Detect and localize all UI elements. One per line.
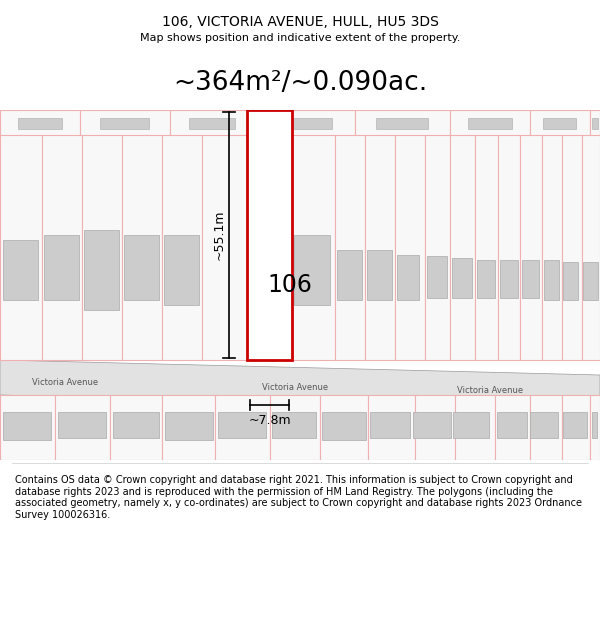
- Bar: [450, 110, 475, 360]
- Text: Victoria Avenue: Victoria Avenue: [32, 378, 98, 387]
- Bar: [370, 412, 410, 438]
- Bar: [58, 412, 106, 438]
- Bar: [3, 412, 51, 440]
- Bar: [247, 110, 292, 360]
- Bar: [497, 412, 527, 438]
- Bar: [277, 118, 332, 129]
- Bar: [367, 250, 392, 300]
- Bar: [582, 110, 600, 360]
- Bar: [44, 235, 79, 300]
- Bar: [592, 412, 597, 438]
- Bar: [337, 250, 362, 300]
- Bar: [583, 262, 598, 300]
- Text: Map shows position and indicative extent of the property.: Map shows position and indicative extent…: [140, 33, 460, 43]
- Bar: [450, 110, 530, 135]
- Bar: [592, 118, 598, 129]
- Bar: [42, 110, 82, 360]
- Bar: [255, 110, 355, 135]
- Bar: [3, 240, 38, 300]
- Bar: [475, 110, 498, 360]
- Text: ~55.1m: ~55.1m: [212, 210, 226, 260]
- Text: Victoria Avenue: Victoria Avenue: [457, 386, 523, 395]
- Text: ~7.8m: ~7.8m: [248, 414, 291, 428]
- Bar: [495, 395, 530, 460]
- Bar: [500, 260, 518, 298]
- Bar: [113, 412, 159, 438]
- Bar: [164, 235, 199, 305]
- Bar: [455, 395, 495, 460]
- Bar: [467, 118, 512, 129]
- Bar: [543, 118, 576, 129]
- Text: 106: 106: [267, 273, 312, 297]
- Bar: [110, 395, 162, 460]
- Bar: [247, 110, 292, 360]
- Bar: [415, 395, 455, 460]
- Bar: [100, 118, 149, 129]
- Bar: [498, 110, 520, 360]
- Bar: [294, 235, 330, 305]
- Bar: [0, 395, 55, 460]
- Bar: [355, 110, 450, 135]
- Bar: [542, 110, 562, 360]
- Bar: [413, 412, 451, 438]
- Bar: [520, 110, 542, 360]
- Bar: [477, 260, 495, 298]
- Bar: [427, 256, 447, 298]
- Bar: [562, 395, 590, 460]
- Bar: [397, 255, 419, 300]
- Bar: [84, 230, 119, 310]
- Text: ~364m²/~0.090ac.: ~364m²/~0.090ac.: [173, 70, 427, 96]
- Bar: [522, 260, 539, 298]
- Bar: [82, 110, 122, 360]
- Bar: [162, 110, 202, 360]
- Bar: [530, 395, 562, 460]
- Bar: [188, 118, 235, 129]
- Bar: [272, 412, 316, 438]
- Bar: [292, 110, 335, 360]
- Bar: [0, 110, 42, 360]
- Bar: [270, 395, 320, 460]
- Bar: [80, 110, 170, 135]
- Bar: [395, 110, 425, 360]
- Bar: [322, 412, 366, 440]
- Bar: [215, 395, 270, 460]
- Bar: [368, 395, 415, 460]
- Bar: [562, 110, 582, 360]
- Bar: [453, 412, 489, 438]
- Bar: [335, 110, 365, 360]
- Text: Victoria Avenue: Victoria Avenue: [262, 383, 328, 392]
- Bar: [162, 395, 215, 460]
- Bar: [530, 412, 558, 438]
- Bar: [530, 110, 590, 135]
- Bar: [590, 395, 600, 460]
- Bar: [0, 110, 80, 135]
- Bar: [55, 395, 110, 460]
- Bar: [365, 110, 395, 360]
- Polygon shape: [0, 360, 600, 410]
- Bar: [563, 262, 578, 300]
- Bar: [320, 395, 368, 460]
- Bar: [218, 412, 266, 438]
- Bar: [590, 110, 600, 135]
- Bar: [376, 118, 428, 129]
- Bar: [563, 412, 587, 438]
- Bar: [124, 235, 159, 300]
- Bar: [452, 258, 472, 298]
- Bar: [122, 110, 162, 360]
- Bar: [544, 260, 559, 300]
- Text: 106, VICTORIA AVENUE, HULL, HU5 3DS: 106, VICTORIA AVENUE, HULL, HU5 3DS: [161, 15, 439, 29]
- Text: Contains OS data © Crown copyright and database right 2021. This information is : Contains OS data © Crown copyright and d…: [15, 475, 582, 520]
- Bar: [165, 412, 213, 440]
- Bar: [202, 110, 247, 360]
- Bar: [17, 118, 62, 129]
- Bar: [425, 110, 450, 360]
- Bar: [170, 110, 255, 135]
